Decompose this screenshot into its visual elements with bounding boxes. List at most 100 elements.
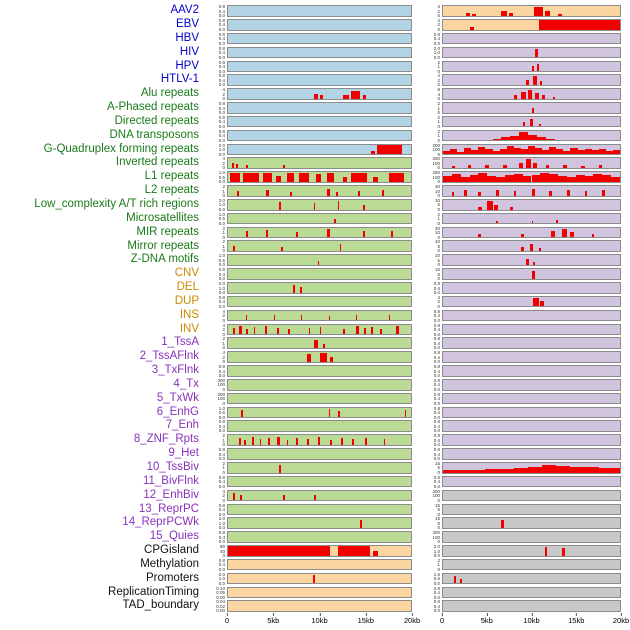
y-tick-label: 0	[222, 331, 225, 337]
track-label: HTLV-1	[160, 73, 199, 86]
y-tick-label: 0.8	[218, 4, 225, 10]
signal-bar	[485, 149, 493, 155]
y-axis-ticks: 2.0 1.0 0.0	[412, 545, 442, 558]
y-tick-label: 0	[437, 220, 440, 226]
track-label: Promoters	[145, 571, 199, 584]
track-panel-right	[442, 282, 621, 294]
y-tick-label: 0.0	[218, 68, 225, 74]
track-panel-left	[227, 337, 412, 349]
signal-bar	[584, 191, 588, 196]
track-row: Directed repeats 0.8 0.4 0.0 2 1 0	[0, 115, 630, 129]
signal-bar	[520, 247, 524, 252]
signal-bar	[531, 107, 535, 113]
signal-bar	[549, 147, 557, 155]
y-tick-label: 0.8	[433, 474, 440, 480]
signal-bar	[598, 467, 620, 473]
track-row: INS 4 2 0 0.8 0.4 0.0	[0, 309, 630, 323]
y-tick-label: 0.0	[218, 276, 225, 282]
track-panel-right	[442, 171, 621, 183]
y-tick-label: 1.0	[218, 211, 225, 217]
track-panel-left	[227, 461, 412, 474]
track-panel-right	[442, 226, 621, 239]
signal-bar	[533, 76, 537, 85]
signal-bar	[350, 172, 368, 182]
signal-bar	[602, 190, 605, 196]
signal-bar	[467, 165, 472, 168]
signal-bar	[251, 437, 254, 445]
y-tick-label: 1.0	[218, 576, 225, 582]
track-row: Z-DNA motifs 1.0 0.5 0.0 10 5 0	[0, 253, 630, 267]
y-tick-label: 2	[437, 101, 440, 107]
y-tick-label: 0.8	[218, 502, 225, 508]
signal-bar	[350, 90, 360, 99]
signal-bar	[253, 327, 256, 335]
y-axis-ticks: 0.8 0.4 0.0	[201, 4, 227, 18]
y-tick-label: 0	[437, 26, 440, 32]
y-tick-label: 0.0	[218, 26, 225, 32]
y-tick-label: 0.4	[218, 423, 225, 429]
signal-bar	[335, 191, 338, 196]
signal-bar	[319, 327, 322, 335]
y-tick-label: 0	[222, 469, 225, 475]
y-tick-label: 0.0	[433, 345, 440, 351]
track-row: EBV 0.8 0.4 0.0 4 2 0	[0, 18, 630, 32]
y-tick-label: 250	[432, 170, 440, 176]
y-tick-label: 2	[437, 8, 440, 14]
track-label: 2_TssAFlnk	[139, 350, 199, 363]
y-axis-ticks: 300 100 0	[412, 531, 442, 544]
y-axis-ticks: 0.8 0.4 0.0	[201, 18, 227, 32]
signal-bar	[339, 244, 342, 252]
y-tick-label: 0.0	[433, 331, 440, 337]
y-tick-label: 0.8	[433, 322, 440, 328]
track-label: 10_TssBiv	[146, 461, 199, 474]
y-axis-ticks: 0.10 0.05 0.00	[201, 586, 227, 599]
track-panel-left	[227, 434, 412, 446]
y-tick-label: 0	[437, 110, 440, 116]
track-panel-right	[442, 102, 621, 114]
track-label: 3_TxFlnk	[151, 364, 199, 377]
track-panel-left	[227, 503, 412, 516]
track-panel-left	[227, 240, 412, 253]
track-panel-right	[442, 586, 621, 599]
y-tick-label: 4	[222, 322, 225, 328]
y-tick-label: 0.4	[433, 410, 440, 416]
track-panel-left	[227, 102, 412, 114]
y-axis-ticks: 0.04 0.02 0.00	[201, 600, 227, 613]
signal-bar	[584, 467, 599, 473]
signal-bar	[383, 439, 386, 445]
y-tick-label: 0	[437, 206, 440, 212]
signal-bar	[536, 137, 546, 141]
y-tick-label: 2	[222, 493, 225, 499]
signal-bar	[464, 148, 472, 155]
y-tick-label: 30	[434, 225, 440, 231]
signal-bar	[611, 177, 620, 182]
signal-bar	[286, 440, 288, 445]
signal-bar	[389, 173, 404, 182]
y-tick-label: 0.8	[218, 474, 225, 480]
track-label: DUP	[174, 294, 199, 307]
track-label: DEL	[176, 281, 199, 294]
signal-bar	[239, 495, 242, 501]
signal-bar	[470, 27, 474, 30]
y-tick-label: 0	[222, 345, 225, 351]
y-tick-label: 2	[222, 313, 225, 319]
track-panel-left	[227, 531, 412, 543]
y-tick-label: 0.4	[218, 271, 225, 277]
signal-bar	[556, 149, 564, 155]
y-axis-ticks: 0.8 0.4 0.0	[412, 474, 442, 488]
signal-bar	[356, 315, 358, 321]
track-panel-right	[442, 5, 621, 17]
signal-bar	[326, 173, 335, 182]
signal-bar	[602, 175, 612, 182]
signal-bar	[277, 328, 280, 335]
track-row: DEL 2.0 1.0 0.0 0.8 0.4 0.0	[0, 281, 630, 295]
y-tick-label: 4	[222, 488, 225, 494]
track-panel-left	[227, 212, 412, 225]
